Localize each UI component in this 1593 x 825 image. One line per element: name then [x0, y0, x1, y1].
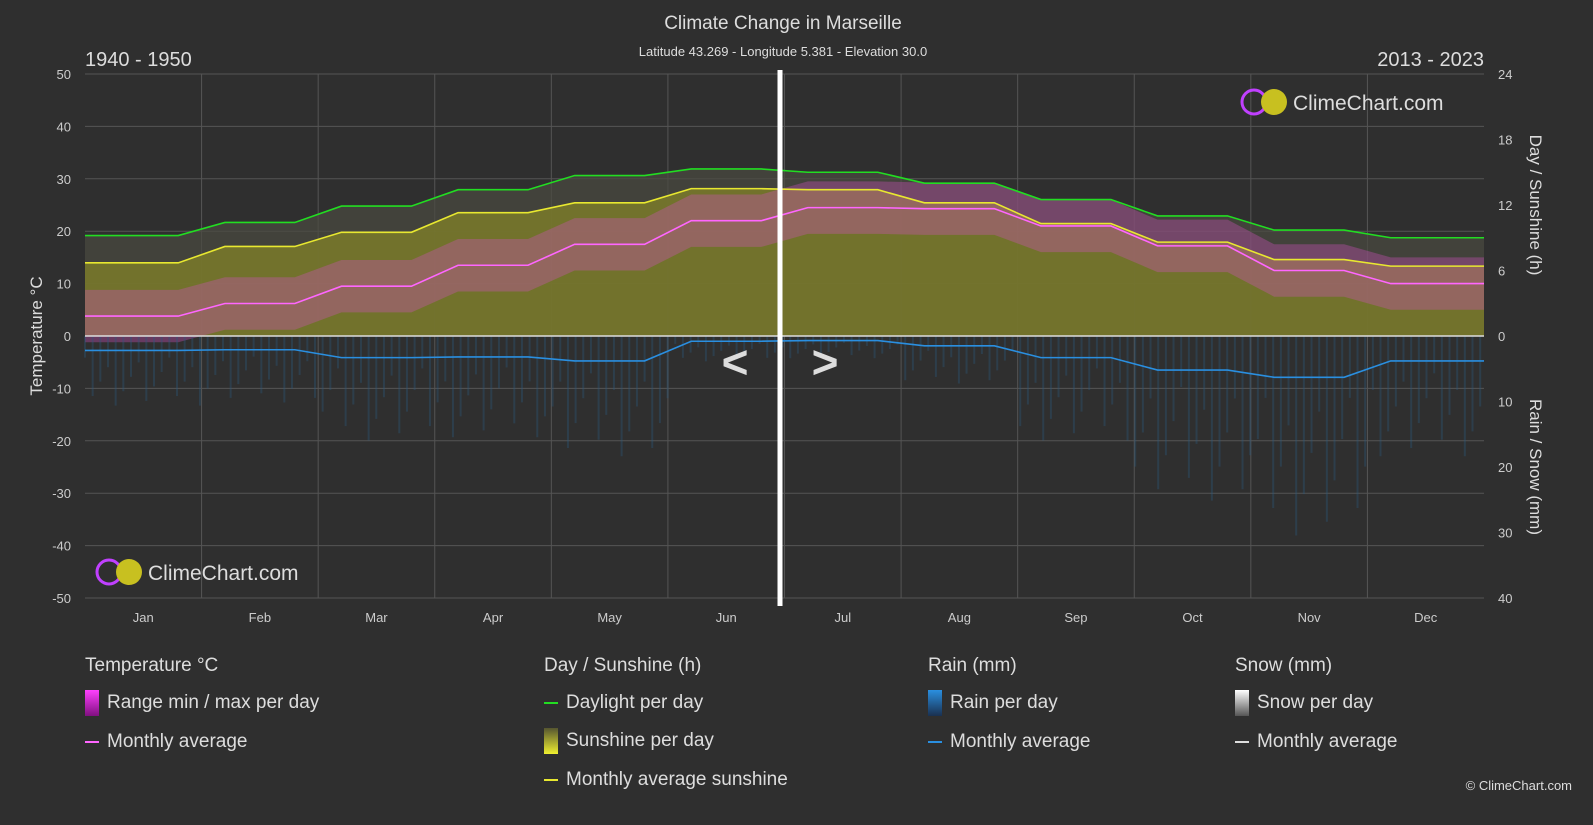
x-tick-label: Dec	[1414, 610, 1438, 625]
legend-label: Daylight per day	[566, 692, 704, 713]
y-right-bottom-tick-label: 20	[1498, 460, 1512, 475]
y-left-tick-label: 30	[57, 172, 71, 187]
legend-temperature-title: Temperature °C	[85, 655, 219, 676]
legend-rain-title: Rain (mm)	[928, 655, 1017, 676]
legend-label: Range min / max per day	[107, 692, 320, 713]
daylight-line	[85, 168, 1484, 239]
period-left: 1940 - 1950	[85, 49, 192, 71]
legend-rain-day: Rain per day	[928, 690, 1058, 716]
y-left-tick-label: 10	[57, 277, 71, 292]
legend-daylight: Daylight per day	[544, 692, 703, 714]
y-left-tick-label: -40	[52, 539, 71, 554]
y-right-top-label: Day / Sunshine (h)	[1526, 135, 1545, 276]
y-right-top-tick-label: 12	[1498, 198, 1512, 213]
line-swatch-icon	[85, 741, 99, 743]
snow-swatch-icon	[1235, 690, 1249, 716]
line-swatch-icon	[544, 702, 558, 704]
y-right-bottom-tick-label: 40	[1498, 591, 1512, 606]
x-tick-label: Jun	[716, 610, 737, 625]
rain-swatch-icon	[928, 690, 942, 716]
y-right-bottom-tick-label: 30	[1498, 526, 1512, 541]
brand-logo-top: ClimeChart.com	[1240, 88, 1444, 116]
period-right: 2013 - 2023	[1377, 49, 1484, 71]
legend-rain-avg: Monthly average	[928, 731, 1090, 753]
legend-label: Monthly average sunshine	[566, 769, 788, 790]
legend-snow-avg: Monthly average	[1235, 731, 1397, 753]
y-left-label: Temperature °C	[27, 276, 46, 395]
brand-text: ClimeChart.com	[148, 562, 299, 585]
legend-temp-avg: Monthly average	[85, 731, 247, 753]
y-left-tick-label: 40	[57, 119, 71, 134]
prev-button[interactable]: <	[722, 336, 749, 388]
legend-label: Monthly average	[107, 731, 248, 752]
brand-text: ClimeChart.com	[1293, 92, 1444, 115]
x-tick-label: Mar	[365, 610, 388, 625]
legend-label: Snow per day	[1257, 692, 1374, 713]
y-right-top-tick-label: 0	[1498, 329, 1505, 344]
y-left-tick-label: -20	[52, 434, 71, 449]
range-swatch-icon	[85, 690, 99, 716]
x-tick-label: Apr	[483, 610, 504, 625]
y-right-bottom-label: Rain / Snow (mm)	[1526, 399, 1545, 535]
y-left-tick-label: -50	[52, 591, 71, 606]
x-tick-label: Nov	[1298, 610, 1322, 625]
legend-label: Rain per day	[950, 692, 1058, 713]
y-right-top-tick-label: 18	[1498, 133, 1512, 148]
y-left-tick-label: 50	[57, 67, 71, 82]
line-swatch-icon	[928, 741, 942, 743]
chart-subtitle: Latitude 43.269 - Longitude 5.381 - Elev…	[639, 44, 927, 59]
legend-sunshine-avg: Monthly average sunshine	[544, 769, 788, 791]
x-tick-label: Jan	[133, 610, 154, 625]
x-tick-label: Feb	[249, 610, 271, 625]
rain-avg-line	[85, 339, 1484, 379]
x-tick-label: Aug	[948, 610, 971, 625]
x-tick-label: Sep	[1064, 610, 1087, 625]
chart-title: Climate Change in Marseille	[664, 13, 902, 34]
legend-label: Monthly average	[950, 731, 1091, 752]
temperature-avg-line	[85, 206, 1484, 317]
y-left-tick-label: 20	[57, 224, 71, 239]
line-swatch-icon	[544, 779, 558, 781]
y-left-tick-label: -30	[52, 486, 71, 501]
next-button[interactable]: >	[812, 336, 839, 388]
sunshine-area	[85, 188, 1484, 336]
temperature-range-band	[85, 181, 1484, 343]
x-tick-label: Oct	[1182, 610, 1203, 625]
legend-temp-range: Range min / max per day	[85, 690, 319, 716]
legend-label: Sunshine per day	[566, 730, 714, 751]
legend-snow-title: Snow (mm)	[1235, 655, 1333, 676]
sunshine-avg-line	[85, 187, 1484, 267]
y-right-top-tick-label: 24	[1498, 67, 1512, 82]
copyright: © ClimeChart.com	[1466, 778, 1572, 793]
line-swatch-icon	[1235, 741, 1249, 743]
legend-label: Monthly average	[1257, 731, 1398, 752]
y-left-tick-label: 0	[64, 329, 71, 344]
legend-snow-day: Snow per day	[1235, 690, 1373, 716]
x-tick-label: Jul	[834, 610, 851, 625]
sunshine-swatch-icon	[544, 728, 558, 754]
brand-logo-bottom: ClimeChart.com	[95, 558, 299, 586]
y-right-bottom-tick-label: 10	[1498, 395, 1512, 410]
legend-sunshine: Sunshine per day	[544, 728, 714, 754]
legend-sun-title: Day / Sunshine (h)	[544, 655, 702, 676]
y-left-tick-label: -10	[52, 381, 71, 396]
x-tick-label: May	[597, 610, 622, 625]
y-right-top-tick-label: 6	[1498, 264, 1505, 279]
